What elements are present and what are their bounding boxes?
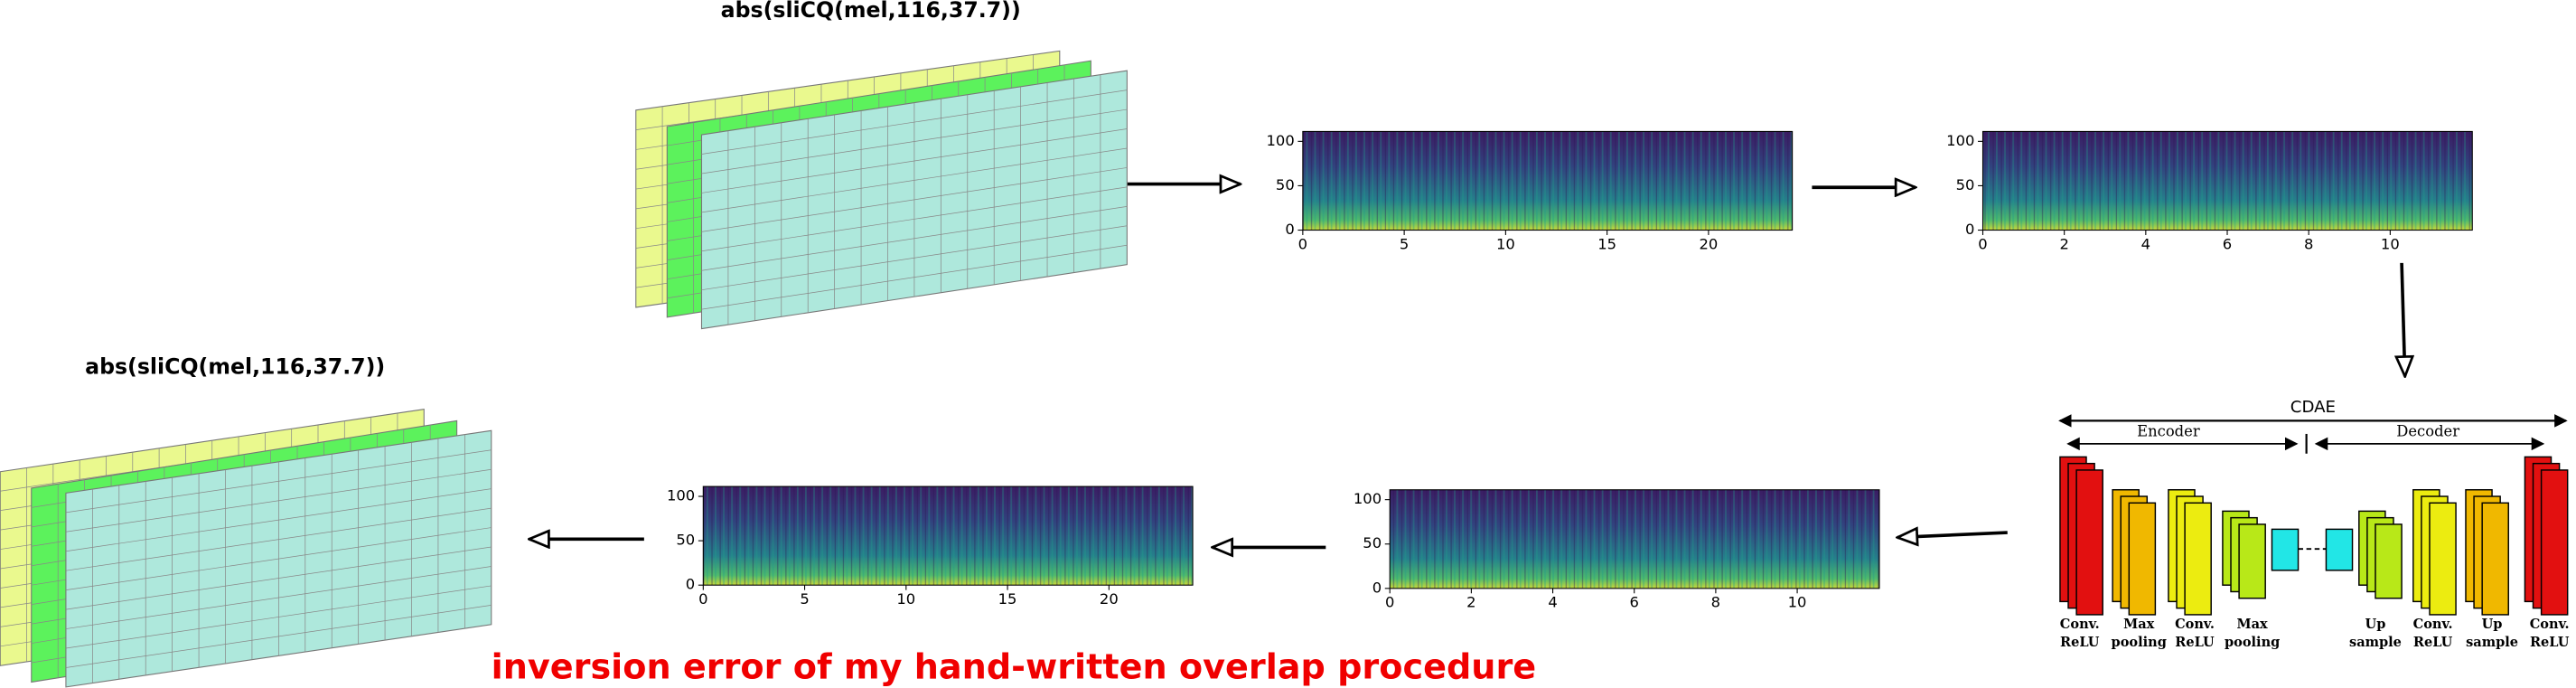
y-tick-label: 0 — [1372, 579, 1382, 596]
sheet-grid — [701, 147, 1128, 213]
encoder-label: Encoder — [2137, 423, 2200, 440]
layer-label: Conv. — [2413, 617, 2453, 632]
layer-label: ReLU — [2413, 635, 2453, 650]
x-tick-label: 0 — [1385, 594, 1394, 611]
spectrogram-texture — [1982, 131, 2473, 231]
layer-block — [2325, 528, 2354, 571]
x-tick-label: 2 — [1466, 594, 1475, 611]
cdae: CDAE Encoder Decoder Conv. ReLU Max pooling Con… — [2058, 398, 2570, 650]
sheet-grid — [701, 205, 1128, 271]
layer-label: Up — [2365, 617, 2386, 632]
layer-label: Up — [2482, 617, 2503, 632]
sheet-grid — [65, 449, 492, 514]
x-tick-label: 10 — [1788, 594, 1807, 611]
y-tick-label: 100 — [1354, 490, 1382, 507]
sheet-grid — [701, 186, 1128, 252]
y-tick-label: 100 — [1946, 132, 1974, 149]
x-tick-label: 2 — [2059, 235, 2068, 252]
y-tick-label: 0 — [1285, 221, 1294, 238]
x-tick-label: 20 — [1699, 235, 1718, 252]
layer-label: sample — [2466, 635, 2518, 650]
sheet-grid — [701, 225, 1128, 291]
x-tick-label: 0 — [698, 590, 707, 608]
layer-label: pooling — [2225, 635, 2280, 650]
bottom-title: abs(sliCQ(mel,116,37.7)) — [85, 354, 385, 380]
x-tick-label: 8 — [1711, 594, 1720, 611]
sheet-grid — [701, 108, 1128, 174]
top-title: abs(sliCQ(mel,116,37.7)) — [721, 0, 1021, 23]
sheet-grid — [65, 488, 492, 552]
sheet-grid — [65, 585, 492, 649]
y-tick-label: 50 — [1956, 176, 1975, 193]
y-tick-label: 100 — [1267, 132, 1295, 149]
cdae-title: CDAE — [2290, 398, 2336, 417]
spectrogram-frame — [702, 485, 1194, 586]
sheet-grid — [701, 90, 1128, 155]
x-tick-label: 6 — [2223, 235, 2232, 252]
sheet-grid — [701, 167, 1128, 232]
layer-label: Max — [2237, 617, 2269, 632]
x-tick-label: 6 — [1630, 594, 1639, 611]
sheet-grid — [65, 507, 492, 571]
x-tick-label: 8 — [2304, 235, 2313, 252]
layer-block — [2238, 523, 2266, 599]
layer-label: ReLU — [2060, 635, 2100, 650]
layer-block — [2540, 469, 2569, 616]
x-tick-label: 15 — [1597, 235, 1616, 252]
layer-label: pooling — [2112, 635, 2167, 650]
layer-label: Conv. — [2530, 617, 2570, 632]
y-tick-label: 50 — [1276, 176, 1295, 193]
layer-label: Max — [2123, 617, 2155, 632]
arrow — [2402, 262, 2405, 376]
sheet-grid — [65, 468, 492, 532]
spectrogram-frame — [1302, 130, 1794, 231]
layer-block — [2481, 502, 2509, 616]
sheet-grid — [65, 566, 492, 629]
spectrogram-texture — [1390, 489, 1879, 589]
x-tick-label: 20 — [1100, 590, 1119, 608]
sheet-grid — [701, 128, 1128, 193]
sheet-grid — [65, 546, 492, 610]
x-tick-label: 10 — [896, 590, 915, 608]
x-tick-label: 4 — [1548, 594, 1557, 611]
x-tick-label: 15 — [998, 590, 1017, 608]
layer-label: ReLU — [2175, 635, 2215, 650]
x-tick-label: 0 — [1298, 235, 1307, 252]
y-tick-label: 50 — [1363, 534, 1382, 551]
layer-label: Conv. — [2060, 617, 2100, 632]
layer-block — [2271, 528, 2300, 571]
layer-block — [2375, 523, 2403, 599]
layer-label: sample — [2349, 635, 2402, 650]
spectrogram-texture — [703, 486, 1194, 586]
x-tick-label: 4 — [2141, 235, 2150, 252]
layer-label: Conv. — [2175, 617, 2215, 632]
x-tick-label: 0 — [1978, 235, 1987, 252]
sheet-grid — [65, 527, 492, 591]
x-tick-label: 10 — [2381, 235, 2400, 252]
layer-block — [2075, 469, 2103, 616]
layer-block — [2184, 502, 2212, 616]
y-tick-label: 50 — [676, 532, 695, 549]
spectrogram-texture — [1302, 131, 1793, 231]
caption: inversion error of my hand-written overl… — [492, 647, 1537, 687]
layer-label: ReLU — [2530, 635, 2570, 650]
y-tick-label: 0 — [686, 576, 695, 593]
y-tick-label: 100 — [667, 487, 695, 504]
sheet-grid — [701, 244, 1128, 310]
x-tick-label: 5 — [800, 590, 809, 608]
arrow — [1897, 532, 2008, 537]
layer-block — [2128, 502, 2157, 616]
x-tick-label: 10 — [1496, 235, 1515, 252]
decoder-label: Decoder — [2396, 423, 2459, 440]
y-tick-label: 0 — [1965, 221, 1974, 238]
layer-block — [2429, 502, 2457, 616]
sheet-grid — [65, 605, 492, 668]
arrows — [529, 184, 2405, 548]
x-tick-label: 5 — [1400, 235, 1409, 252]
